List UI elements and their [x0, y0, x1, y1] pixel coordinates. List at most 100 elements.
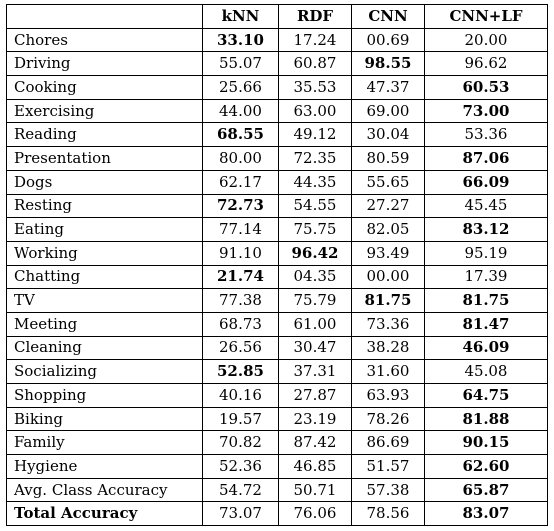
cell-cnn: 93.49: [351, 240, 425, 266]
cell-cnn: 81.75: [351, 288, 425, 313]
table-row: Socializing 52.85 37.31 31.60 45.08: [6, 359, 548, 384]
row-label: Cleaning: [6, 335, 203, 361]
row-label: Avg. Class Accuracy: [6, 477, 203, 503]
cell-cnn-lf: 81.75: [424, 288, 548, 313]
table-row: Cleaning 26.56 30.47 38.28 46.09: [6, 335, 548, 361]
header-cell-cnn: CNN: [351, 4, 425, 29]
row-label: Resting: [6, 193, 203, 219]
cell-cnn: 27.27: [351, 193, 425, 219]
table-row: Eating 77.14 75.75 82.05 83.12: [6, 217, 548, 242]
cell-rdf: 17.24: [278, 27, 352, 53]
table-row: Presentation 80.00 72.35 80.59 87.06: [6, 146, 548, 171]
cell-cnn-lf: 90.15: [424, 430, 548, 456]
cell-knn: 26.56: [202, 335, 279, 361]
cell-rdf: 27.87: [278, 383, 352, 408]
cell-knn: 91.10: [202, 240, 279, 266]
table-row: Driving 55.07 60.87 98.55 96.62: [6, 51, 548, 77]
cell-cnn-lf: 73.00: [424, 98, 548, 124]
cell-rdf: 96.42: [278, 240, 352, 266]
cell-knn: 62.17: [202, 169, 279, 195]
cell-cnn: 73.36: [351, 311, 425, 337]
cell-knn: 80.00: [202, 146, 279, 171]
cell-rdf: 60.87: [278, 51, 352, 77]
total-value-cnn-lf: 83.07: [424, 501, 548, 527]
cell-rdf: 72.35: [278, 146, 352, 171]
cell-knn: 68.73: [202, 311, 279, 337]
cell-rdf: 63.00: [278, 98, 352, 124]
table-row: Cooking 25.66 35.53 47.37 60.53: [6, 75, 548, 100]
cell-cnn-lf: 87.06: [424, 146, 548, 171]
cell-rdf: 23.19: [278, 406, 352, 432]
header-cell-knn: kNN: [202, 4, 279, 29]
cell-rdf: 50.71: [278, 477, 352, 503]
cell-cnn: 51.57: [351, 454, 425, 479]
cell-cnn: 38.28: [351, 335, 425, 361]
table-row: Shopping 40.16 27.87 63.93 64.75: [6, 383, 548, 408]
cell-cnn-lf: 45.08: [424, 359, 548, 384]
cell-knn: 52.36: [202, 454, 279, 479]
cell-knn: 44.00: [202, 98, 279, 124]
cell-knn: 55.07: [202, 51, 279, 77]
cell-knn: 72.73: [202, 193, 279, 219]
cell-cnn: 80.59: [351, 146, 425, 171]
cell-rdf: 49.12: [278, 122, 352, 148]
table-row: Biking 19.57 23.19 78.26 81.88: [6, 406, 548, 432]
row-label: Reading: [6, 122, 203, 148]
row-label: Shopping: [6, 383, 203, 408]
cell-cnn-lf: 96.62: [424, 51, 548, 77]
table-row: Working 91.10 96.42 93.49 95.19: [6, 240, 548, 266]
cell-cnn: 47.37: [351, 75, 425, 100]
table-row: Resting 72.73 54.55 27.27 45.45: [6, 193, 548, 219]
cell-cnn-lf: 83.12: [424, 217, 548, 242]
row-label: Working: [6, 240, 203, 266]
total-value-cnn: 78.56: [351, 501, 425, 527]
table-row: Reading 68.55 49.12 30.04 53.36: [6, 122, 548, 148]
table-row: Chatting 21.74 04.35 00.00 17.39: [6, 264, 548, 290]
results-table: kNN RDF CNN CNN+LF Chores 33.10 17.24 00.69…: [6, 4, 548, 527]
table-row: Hygiene 52.36 46.85 51.57 62.60: [6, 454, 548, 479]
row-label: Driving: [6, 51, 203, 77]
cell-cnn: 63.93: [351, 383, 425, 408]
cell-rdf: 35.53: [278, 75, 352, 100]
row-label: Hygiene: [6, 454, 203, 479]
row-label: Chatting: [6, 264, 203, 290]
cell-cnn: 69.00: [351, 98, 425, 124]
cell-knn: 70.82: [202, 430, 279, 456]
table-row: Meeting 68.73 61.00 73.36 81.47: [6, 311, 548, 337]
cell-cnn: 82.05: [351, 217, 425, 242]
cell-knn: 77.14: [202, 217, 279, 242]
header-cell-rdf: RDF: [278, 4, 352, 29]
cell-knn: 52.85: [202, 359, 279, 384]
cell-rdf: 30.47: [278, 335, 352, 361]
cell-knn: 68.55: [202, 122, 279, 148]
table-body: Chores 33.10 17.24 00.69 20.00 Driving 55.07 60…: [6, 27, 548, 503]
row-label: Cooking: [6, 75, 203, 100]
cell-rdf: 75.75: [278, 217, 352, 242]
row-label: Biking: [6, 406, 203, 432]
header-row: kNN RDF CNN CNN+LF: [6, 4, 548, 29]
table-row: Family 70.82 87.42 86.69 90.15: [6, 430, 548, 456]
cell-rdf: 61.00: [278, 311, 352, 337]
cell-cnn-lf: 53.36: [424, 122, 548, 148]
cell-cnn-lf: 20.00: [424, 27, 548, 53]
header-cell-empty: [6, 4, 203, 29]
row-label: Family: [6, 430, 203, 456]
cell-cnn: 55.65: [351, 169, 425, 195]
cell-cnn-lf: 95.19: [424, 240, 548, 266]
cell-cnn: 57.38: [351, 477, 425, 503]
cell-cnn-lf: 64.75: [424, 383, 548, 408]
cell-rdf: 75.79: [278, 288, 352, 313]
cell-cnn-lf: 65.87: [424, 477, 548, 503]
cell-cnn: 30.04: [351, 122, 425, 148]
total-value-rdf: 76.06: [278, 501, 352, 527]
row-label: Dogs: [6, 169, 203, 195]
cell-cnn: 00.00: [351, 264, 425, 290]
row-label: TV: [6, 288, 203, 313]
cell-cnn: 98.55: [351, 51, 425, 77]
cell-rdf: 87.42: [278, 430, 352, 456]
table-row: Avg. Class Accuracy 54.72 50.71 57.38 65.87: [6, 477, 548, 503]
cell-rdf: 04.35: [278, 264, 352, 290]
table-row: Chores 33.10 17.24 00.69 20.00: [6, 27, 548, 53]
cell-rdf: 46.85: [278, 454, 352, 479]
header-cell-cnn-lf: CNN+LF: [424, 4, 548, 29]
